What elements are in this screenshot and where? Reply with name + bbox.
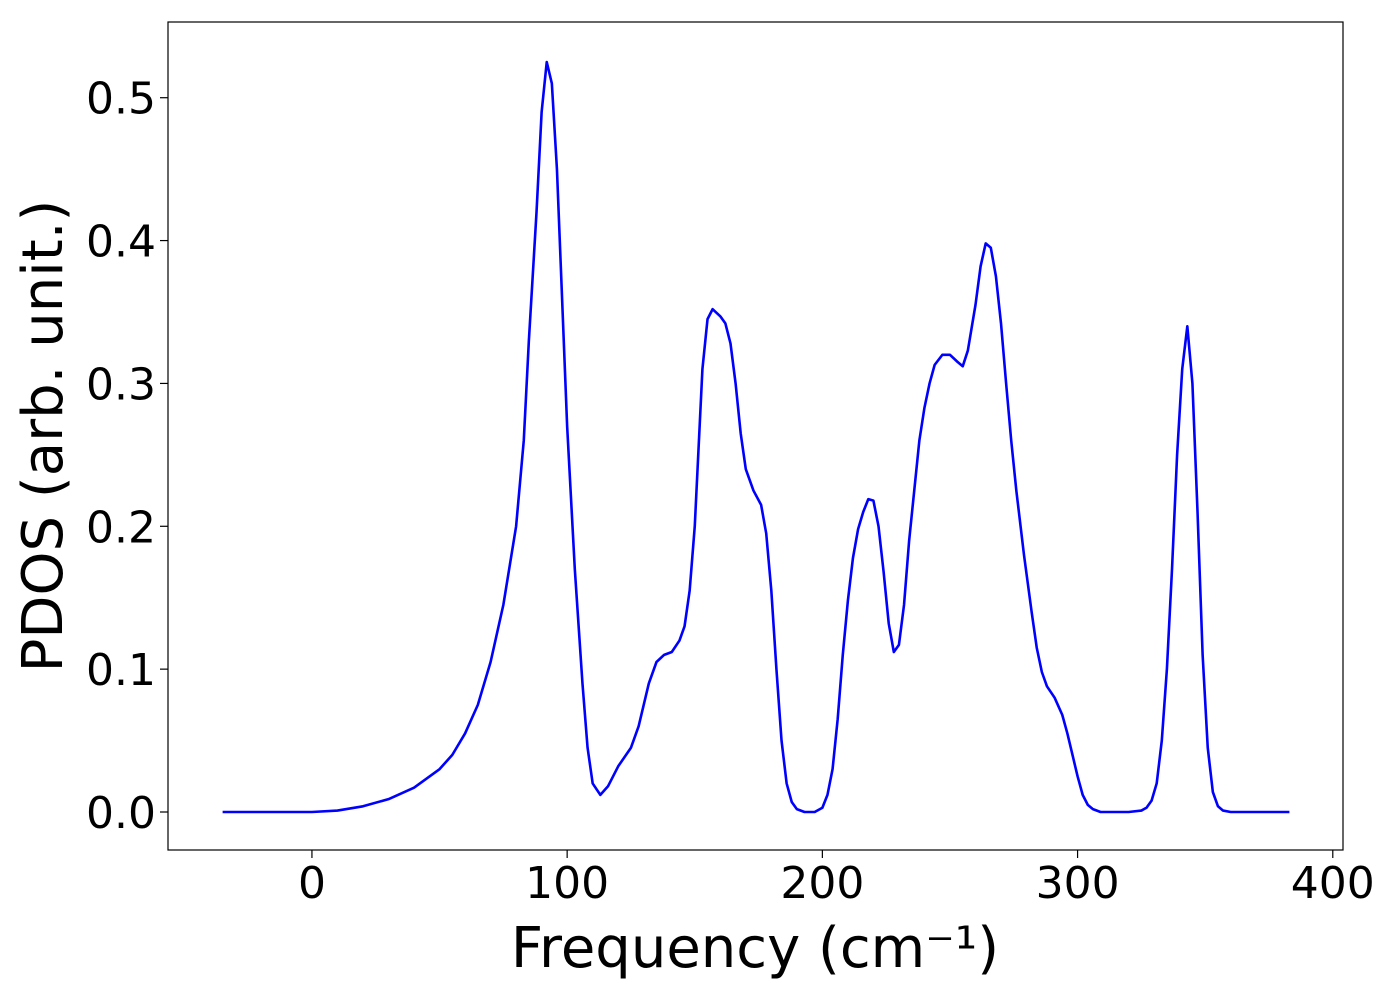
x-tick-label: 300 (1036, 858, 1120, 909)
x-tick-label: 0 (298, 858, 326, 909)
y-axis-label: PDOS (arb. unit.) (11, 200, 76, 673)
data-line (222, 60, 1290, 814)
y-tick-label: 0.3 (86, 359, 156, 410)
y-tick-label: 0.4 (86, 217, 156, 268)
y-tick-label: 0.2 (86, 502, 156, 553)
x-tick-label: 400 (1291, 858, 1375, 909)
y-tick-label: 0.1 (86, 645, 156, 696)
plot-frame (167, 21, 1344, 851)
y-tick-label: 0.5 (86, 74, 156, 125)
x-tick-label: 100 (525, 858, 609, 909)
y-tick-label: 0.0 (86, 788, 156, 839)
x-tick-label: 200 (780, 858, 864, 909)
x-axis-label: Frequency (cm⁻¹) (511, 916, 999, 981)
